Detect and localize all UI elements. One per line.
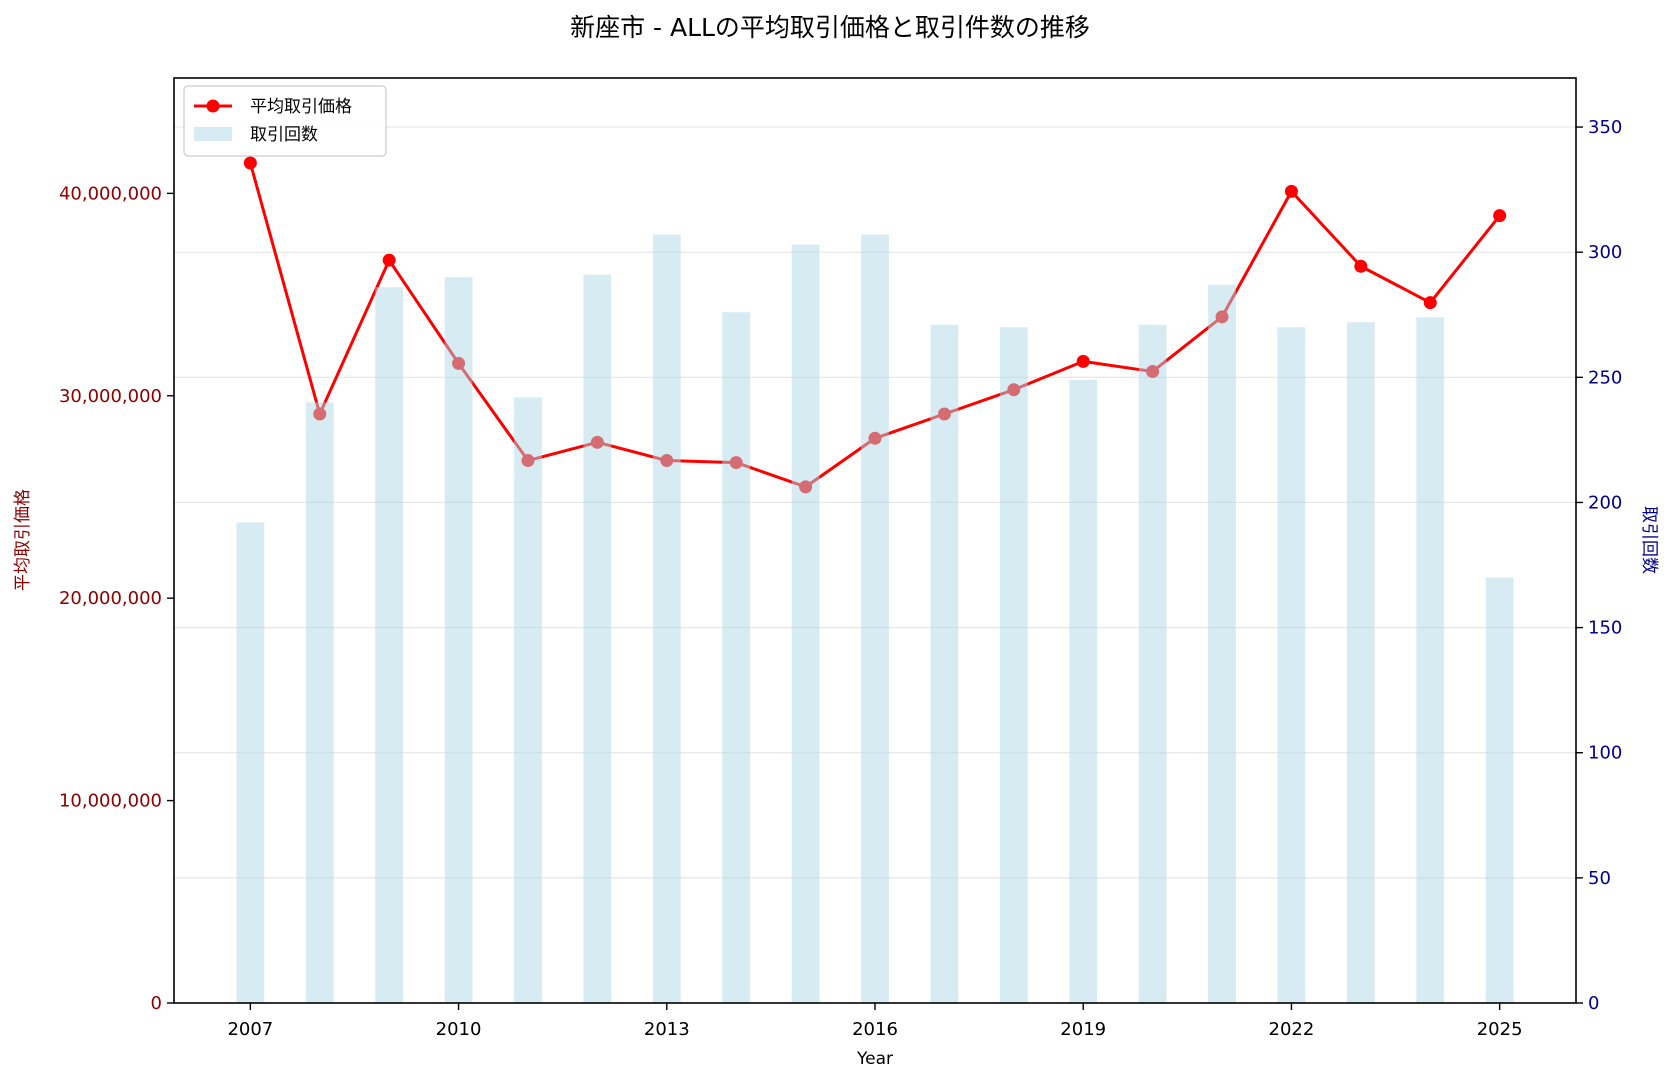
point-price (1354, 259, 1368, 273)
point-price (382, 253, 396, 267)
left-y-axis: 0 10,000,000 20,000,000 30,000,000 40,000,00… (59, 183, 174, 1014)
bar-count (1138, 324, 1167, 1003)
x-tick-label: 2007 (227, 1019, 273, 1040)
x-axis: 2007 2010 2013 2016 2019 2022 2025 (227, 1003, 1523, 1040)
x-axis-label: Year (856, 1049, 893, 1069)
right-y-tick-label: 350 (1588, 117, 1622, 138)
point-price (1423, 296, 1437, 310)
legend: 平均取引価格 取引回数 (183, 85, 387, 157)
bar-count (791, 244, 820, 1004)
right-y-axis: 0 50 100 150 200 250 300 350 (1576, 117, 1622, 1014)
right-y-tick-label: 150 (1588, 618, 1622, 639)
right-y-axis-label: 取引回数 (1639, 506, 1659, 574)
x-tick-label: 2022 (1269, 1019, 1315, 1040)
x-tick-label: 2025 (1477, 1019, 1523, 1040)
point-price (243, 156, 257, 170)
bar-count (652, 234, 681, 1003)
left-y-tick-label: 40,000,000 (59, 183, 162, 204)
left-y-tick-label: 10,000,000 (59, 791, 162, 812)
bar-count (930, 324, 959, 1003)
bar-count (305, 402, 334, 1003)
right-y-tick-label: 200 (1588, 492, 1622, 513)
left-y-axis-label: 平均取引価格 (13, 489, 33, 591)
bar-count (1277, 327, 1306, 1003)
x-tick-label: 2016 (852, 1019, 898, 1040)
bar-count (1069, 379, 1098, 1003)
right-y-tick-label: 250 (1588, 367, 1622, 388)
legend-marker-swatch (206, 99, 220, 113)
x-tick-label: 2010 (436, 1019, 482, 1040)
bar-count (999, 327, 1028, 1003)
bar-count (1485, 577, 1514, 1003)
bar-count (1208, 284, 1236, 1003)
bar-count (375, 287, 404, 1003)
point-price (1076, 354, 1090, 368)
left-y-tick-label: 20,000,000 (59, 588, 162, 609)
legend-label-price: 平均取引価格 (250, 97, 352, 117)
bar-count (861, 234, 889, 1003)
point-price (1493, 209, 1507, 223)
bar-count (514, 397, 542, 1004)
right-y-tick-label: 100 (1588, 743, 1622, 764)
legend-label-count: 取引回数 (250, 125, 318, 145)
bar-count (722, 312, 751, 1003)
bar-count (583, 274, 612, 1004)
legend-bar-swatch (194, 127, 232, 141)
right-y-tick-label: 50 (1588, 868, 1611, 889)
point-price (1284, 184, 1298, 198)
bar-count (1416, 317, 1445, 1003)
left-y-tick-label: 30,000,000 (59, 386, 162, 407)
x-tick-label: 2013 (644, 1019, 690, 1040)
right-y-tick-label: 300 (1588, 242, 1622, 263)
bar-count (236, 522, 265, 1003)
x-tick-label: 2019 (1060, 1019, 1106, 1040)
chart-title: 新座市 - ALLの平均取引価格と取引件数の推移 (570, 13, 1090, 42)
legend-box (183, 85, 387, 157)
right-y-tick-label: 0 (1588, 993, 1599, 1014)
bar-count (444, 277, 473, 1004)
bar-count (1346, 322, 1375, 1004)
left-y-tick-label: 0 (151, 993, 162, 1014)
bar-series (236, 234, 1514, 1004)
